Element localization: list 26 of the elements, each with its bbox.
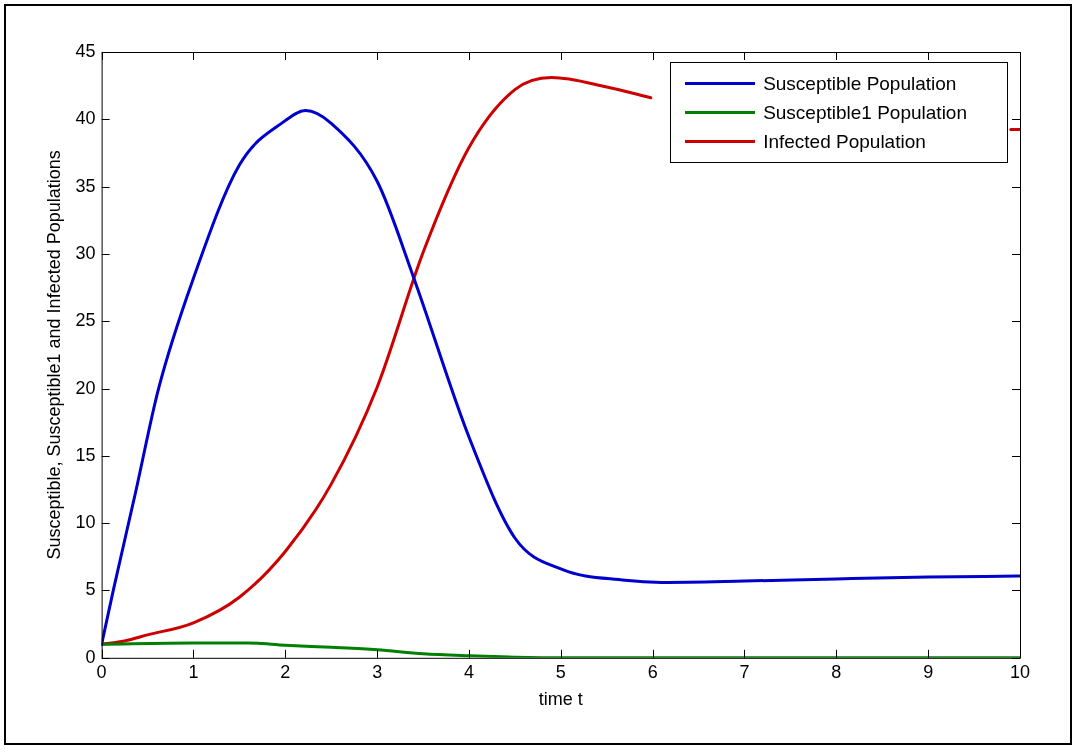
y-tick-label: 35 <box>75 175 96 196</box>
y-axis-title: Susceptible, Susceptible1 and Infected Populations <box>43 150 64 560</box>
x-tick-label: 4 <box>463 661 474 682</box>
x-tick-label: 10 <box>1009 661 1031 682</box>
x-tick-label: 7 <box>739 661 750 682</box>
legend-label: Infected Population <box>763 130 926 153</box>
y-tick-label: 10 <box>75 512 96 533</box>
y-tick-label: 15 <box>75 444 96 465</box>
y-tick-label: 0 <box>85 646 96 667</box>
x-tick-label: 1 <box>188 661 199 682</box>
legend-label: Susceptible1 Population <box>763 101 967 124</box>
x-tick-label: 8 <box>831 661 842 682</box>
x-axis-title: time t <box>538 689 583 710</box>
x-tick-label: 2 <box>280 661 291 682</box>
legend-label: Susceptible Population <box>763 72 957 95</box>
y-tick-label: 25 <box>75 310 96 331</box>
y-tick-label: 5 <box>85 579 96 600</box>
line-series <box>101 641 1020 658</box>
y-tick-label: 20 <box>75 377 96 398</box>
x-tick-label: 6 <box>647 661 658 682</box>
x-tick-label: 9 <box>923 661 934 682</box>
x-tick-label: 3 <box>372 661 383 682</box>
y-tick-label: 30 <box>75 242 96 263</box>
y-tick-label: 40 <box>75 108 96 129</box>
y-tick-label: 45 <box>75 40 96 61</box>
x-tick-label: 5 <box>555 661 566 682</box>
